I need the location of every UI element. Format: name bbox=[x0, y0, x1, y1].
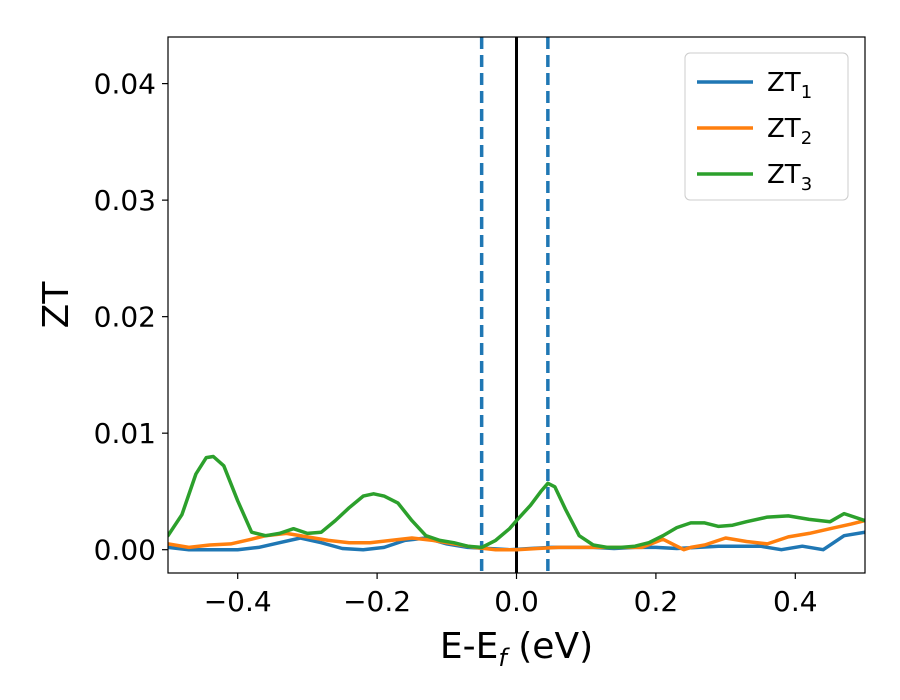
x-tick-label: −0.2 bbox=[343, 585, 411, 618]
legend: ZT1 ZT2 ZT3 bbox=[684, 52, 849, 201]
x-axis-label: E-Ef (eV) bbox=[440, 626, 593, 672]
x-axis-label-unit: (eV) bbox=[507, 626, 593, 667]
y-tick-label: 0.01 bbox=[94, 417, 156, 450]
y-axis-label: ZT bbox=[36, 281, 77, 329]
y-axis-ticks: 0.00 0.01 0.02 0.03 0.04 bbox=[94, 68, 168, 567]
x-axis-label-main: E-E bbox=[440, 626, 498, 667]
legend-box bbox=[684, 52, 849, 201]
x-tick-label: −0.4 bbox=[204, 585, 272, 618]
y-tick-label: 0.03 bbox=[94, 184, 156, 217]
y-tick-label: 0.04 bbox=[94, 68, 156, 101]
y-tick-label: 0.02 bbox=[94, 301, 156, 334]
legend-label-zt1: ZT1 bbox=[767, 68, 812, 103]
y-tick-label: 0.00 bbox=[94, 534, 156, 567]
x-tick-label: 0.2 bbox=[634, 585, 679, 618]
legend-label-zt2: ZT2 bbox=[767, 114, 812, 149]
x-tick-label: 0.0 bbox=[494, 585, 539, 618]
x-axis-ticks: −0.4 −0.2 0.0 0.2 0.4 bbox=[204, 573, 818, 618]
reference-lines bbox=[479, 37, 550, 573]
series-line-zt3 bbox=[168, 454, 865, 550]
legend-label-zt3: ZT3 bbox=[767, 160, 812, 195]
x-tick-label: 0.4 bbox=[773, 585, 818, 618]
series-lines bbox=[168, 454, 865, 552]
